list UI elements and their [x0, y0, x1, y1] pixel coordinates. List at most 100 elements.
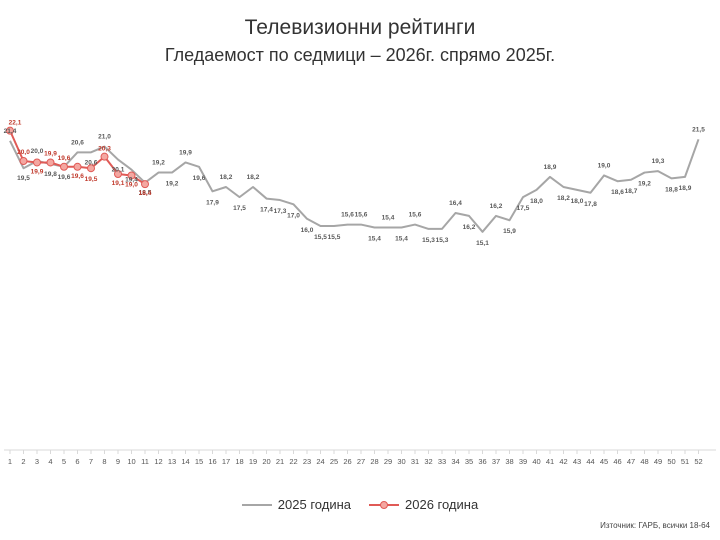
series-2025-data-label: 19,6	[193, 175, 206, 182]
series-2025-data-label: 15,5	[314, 234, 327, 241]
series-2025-data-label: 15,9	[503, 228, 516, 235]
legend-swatch-2025	[241, 503, 272, 506]
series-2025-data-label: 20,0	[31, 148, 44, 155]
x-tick-label: 26	[343, 457, 351, 466]
series-2025-data-label: 18,0	[571, 198, 584, 205]
x-tick-label: 16	[208, 457, 216, 466]
series-2025-data-label: 20,1	[112, 167, 125, 174]
x-tick-label: 14	[181, 457, 189, 466]
x-tick-label: 27	[357, 457, 365, 466]
series-2025-data-label: 18,9	[544, 164, 557, 171]
x-tick-label: 15	[195, 457, 203, 466]
chart-title: Телевизионни рейтинги	[244, 16, 476, 39]
x-tick-label: 41	[546, 457, 554, 466]
series-2026-point	[19, 157, 28, 165]
x-tick-label: 11	[141, 457, 149, 466]
series-2025-data-label: 20,6	[85, 159, 98, 166]
series-2025-data-label: 18,0	[530, 198, 543, 205]
x-tick-label: 6	[75, 457, 79, 466]
series-2025-data-label: 15,6	[355, 212, 368, 219]
x-tick-label: 48	[640, 457, 648, 466]
series-2025-data-label: 17,9	[206, 199, 219, 206]
series-2025-data-label: 19,4	[125, 177, 138, 184]
legend-label-2026: 2026 година	[405, 497, 479, 512]
series-2025-data-label: 17,5	[233, 205, 246, 212]
x-tick-label: 31	[411, 457, 419, 466]
series-2026-point	[127, 171, 136, 180]
x-tick-label: 13	[168, 457, 176, 466]
x-tick-label: 21	[276, 457, 284, 466]
x-tick-label: 8	[102, 457, 106, 466]
x-tick-label: 29	[384, 457, 392, 466]
series-2026-point	[114, 170, 122, 179]
series-2025-data-label: 19,5	[17, 175, 30, 182]
series-2025-data-label: 21,0	[98, 134, 111, 141]
x-tick-label: 46	[613, 457, 621, 466]
legend-item-2026: 2026 година	[369, 497, 478, 512]
series-2025-data-label: 19,8	[44, 171, 57, 178]
x-tick-label: 45	[600, 457, 608, 466]
series-2025-data-label: 15,3	[422, 237, 435, 244]
series-2026-data-label: 19,9	[44, 150, 57, 157]
x-tick-label: 4	[48, 457, 52, 466]
x-tick-label: 7	[89, 457, 93, 466]
source-note: Източник: ГАРБ, всички 18-64	[600, 521, 710, 530]
series-2025-data-label: 17,3	[274, 208, 287, 215]
series-2025-data-label: 15,1	[476, 240, 489, 247]
series-2025-data-label: 17,0	[287, 212, 300, 219]
series-2025-data-label: 15,6	[341, 212, 354, 219]
series-2025-data-label: 18,7	[625, 188, 638, 195]
x-tick-label: 43	[573, 457, 581, 466]
x-tick-label: 33	[438, 457, 446, 466]
series-2025-data-label: 19,2	[638, 181, 651, 188]
series-2025-data-label: 19,0	[598, 162, 611, 169]
series-2025-data-label: 16,4	[449, 200, 462, 207]
x-tick-label: 39	[519, 457, 527, 466]
series-2026-point	[60, 162, 68, 171]
x-tick-label: 51	[681, 457, 689, 466]
series-2025-data-label: 15,3	[436, 237, 449, 244]
x-tick-label: 34	[451, 457, 459, 466]
x-tick-label: 24	[316, 457, 324, 466]
legend: 2025 година 2026 година	[0, 497, 720, 512]
series-2025-data-label: 17,4	[260, 207, 273, 214]
series-2025-data-label: 17,8	[584, 201, 597, 208]
x-tick-label: 42	[559, 457, 567, 466]
x-tick-label: 30	[397, 457, 405, 466]
series-2025-data-label: 16,2	[463, 224, 476, 231]
series-2025-data-label: 21,5	[692, 126, 705, 133]
series-2025-data-label: 19,2	[152, 160, 165, 167]
x-tick-label: 9	[116, 457, 120, 466]
x-tick-label: 1	[8, 457, 12, 466]
x-tick-label: 35	[465, 457, 473, 466]
series-2026-data-label: 19,6	[58, 155, 71, 162]
legend-item-2025: 2025 година	[241, 497, 351, 512]
series-2025-data-label: 21,4	[4, 128, 17, 135]
series-2025-data-label: 19,3	[652, 158, 665, 165]
series-2026-point	[33, 158, 41, 167]
series-2026-data-label: 20,3	[98, 146, 111, 153]
series-2026-data-label: 19,9	[31, 168, 44, 175]
series-2025-data-label: 19,6	[58, 174, 71, 181]
x-tick-label: 38	[505, 457, 513, 466]
x-tick-label: 49	[654, 457, 662, 466]
series-2026-point	[73, 162, 82, 171]
x-tick-label: 44	[586, 457, 594, 466]
series-2025-data-label: 15,4	[368, 235, 381, 242]
series-2025-data-label: 18,6	[611, 189, 624, 196]
x-tick-label: 40	[532, 457, 540, 466]
series-2025-data-label: 18,9	[679, 185, 692, 192]
x-tick-label: 22	[289, 457, 297, 466]
series-2025-data-label: 19,2	[166, 181, 179, 188]
x-tick-label: 32	[424, 457, 432, 466]
series-2026-point	[87, 164, 95, 173]
series-2025-data-label: 18,2	[220, 174, 233, 181]
x-tick-label: 23	[303, 457, 311, 466]
series-2026-data-label: 20,0	[17, 149, 30, 156]
series-2026-point	[100, 152, 109, 161]
x-tick-label: 28	[370, 457, 378, 466]
x-tick-label: 37	[492, 457, 500, 466]
x-tick-label: 10	[127, 457, 135, 466]
series-2025-data-label: 15,4	[382, 214, 395, 221]
x-tick-label: 52	[694, 457, 702, 466]
